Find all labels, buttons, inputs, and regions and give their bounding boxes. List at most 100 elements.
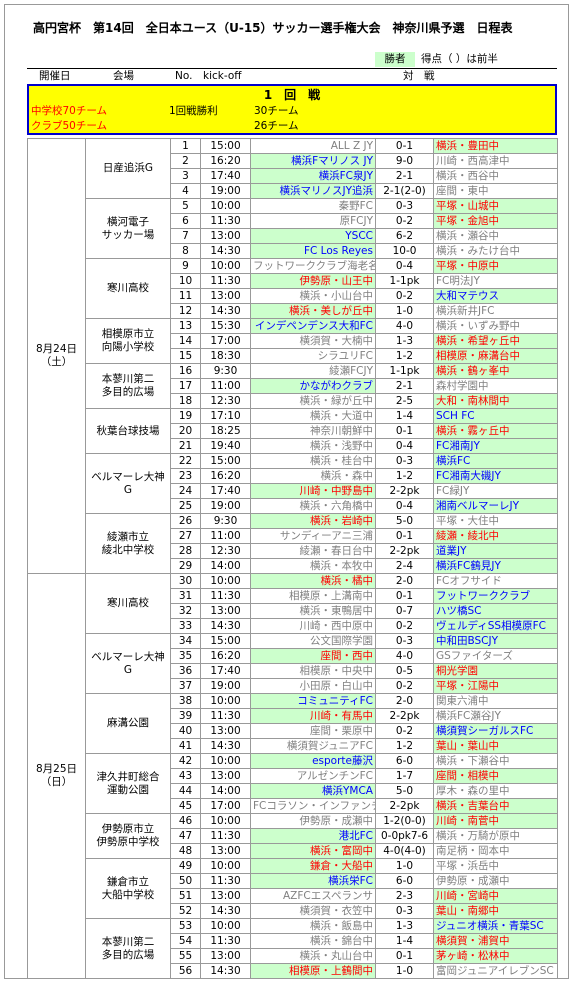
match-row: 6 11:30 原FCJY 0-2 平塚・金旭中	[28, 213, 558, 229]
away-team: 座間・東中	[433, 183, 558, 199]
home-team: 相模原・上鶴間中	[250, 963, 376, 979]
match-row: 2 16:20 横浜Fマリノス JY 9-0 川崎・西高津中	[28, 153, 558, 169]
venue-cell: 津久井町総合 運動公園	[85, 753, 171, 814]
col-match: 対 戦	[403, 70, 435, 82]
score: 1-7	[375, 768, 434, 784]
score: 0-2	[375, 723, 434, 739]
match-no: 42	[170, 753, 201, 769]
kickoff: 14:30	[200, 303, 251, 319]
away-team: 横須賀・浦賀中	[433, 933, 558, 949]
venue-cell: 本蓼川第二 多目的広場	[85, 918, 171, 979]
home-team: 横浜Fマリノス JY	[250, 153, 376, 169]
kickoff: 15:00	[200, 633, 251, 649]
win-label: 1回戦勝利	[169, 105, 218, 117]
text-line: 伊勢原市立	[101, 823, 155, 835]
match-no: 14	[170, 333, 201, 349]
home-team: 横浜・美しが丘中	[250, 303, 376, 319]
match-no: 48	[170, 843, 201, 859]
home-team: 横浜栄FC	[250, 873, 376, 889]
away-team: 綾瀬・綾北中	[433, 528, 558, 544]
venue-cell: ベルマーレ大神G	[85, 633, 171, 694]
away-team: 中和田BSCJY	[433, 633, 558, 649]
match-no: 9	[170, 258, 201, 274]
match-row: 56 14:30 相模原・上鶴間中 1-0 富岡ジュニアイレブンSC	[28, 963, 558, 979]
home-team: サンディーアニ三浦	[250, 528, 376, 544]
club-winners: 26チーム	[254, 120, 299, 132]
home-team: 綾瀬FCJY	[250, 363, 376, 379]
score: 0-0pk7-6	[375, 828, 434, 844]
kickoff: 17:40	[200, 663, 251, 679]
away-team: 横浜・鶴ヶ峯中	[433, 363, 558, 379]
away-team: 平塚・中原中	[433, 258, 558, 274]
kickoff: 10:00	[200, 858, 251, 874]
kickoff: 11:30	[200, 933, 251, 949]
kickoff: 14:30	[200, 243, 251, 259]
text-line: 寒川高校	[107, 282, 149, 294]
score: 2-2pk	[375, 798, 434, 814]
match-no: 38	[170, 693, 201, 709]
match-no: 34	[170, 633, 201, 649]
home-team: 川崎・中野島中	[250, 483, 376, 499]
score: 1-4	[375, 408, 434, 424]
kickoff: 19:00	[200, 498, 251, 514]
kickoff: 11:30	[200, 828, 251, 844]
round-box: 1 回 戦 中学校70チーム 1回戦勝利 30チーム クラブ50チーム 26チー…	[27, 84, 557, 135]
kickoff: 11:00	[200, 528, 251, 544]
kickoff: 14:00	[200, 783, 251, 799]
match-no: 11	[170, 288, 201, 304]
home-team: AZFCエスペランサ	[250, 888, 376, 904]
match-row: 11 13:00 横浜・小山台中 0-2 大和マテウス	[28, 288, 558, 304]
kickoff: 14:00	[200, 558, 251, 574]
away-team: 横浜FC鶴見JY	[433, 558, 558, 574]
kickoff: 13:00	[200, 288, 251, 304]
venue-cell: 伊勢原市立 伊勢原中学校	[85, 813, 171, 859]
away-team: ハツ橋SC	[433, 603, 558, 619]
match-no: 22	[170, 453, 201, 469]
text-line: 本蓼川第二	[101, 935, 155, 948]
match-no: 17	[170, 378, 201, 394]
away-team: 平塚・大住中	[433, 513, 558, 529]
text-line: （土）	[40, 356, 73, 368]
text-line: ベルマーレ大神G	[91, 650, 165, 676]
match-no: 43	[170, 768, 201, 784]
away-team: GSファイターズ	[433, 648, 558, 664]
score: 1-2	[375, 348, 434, 364]
club-teams: クラブ50チーム	[31, 120, 108, 132]
text-line: 8月25日	[35, 763, 78, 775]
match-row: 4 19:00 横浜マリノスJY追浜 2-1(2-0) 座間・東中	[28, 183, 558, 199]
score: 2-2pk	[375, 483, 434, 499]
text-line: 多目的広場	[101, 386, 155, 398]
score: 5-0	[375, 783, 434, 799]
match-no: 5	[170, 198, 201, 214]
match-no: 39	[170, 708, 201, 724]
score: 2-2pk	[375, 543, 434, 559]
home-team: 原FCJY	[250, 213, 376, 229]
score: 2-0	[375, 573, 434, 589]
score: 1-1pk	[375, 273, 434, 289]
away-team: 大和・南林間中	[433, 393, 558, 409]
match-row: 55 13:00 横浜・丸山台中 0-1 茅ヶ崎・松林中	[28, 948, 558, 964]
match-row: 47 11:30 港北FC 0-0pk7-6 横浜・万騎が原中	[28, 828, 558, 844]
away-team: FCオフサイド	[433, 573, 558, 589]
venue-cell: 本蓼川第二 多目的広場	[85, 363, 171, 409]
score: 5-0	[375, 513, 434, 529]
school-winners: 30チーム	[254, 105, 299, 117]
score: 1-0	[375, 858, 434, 874]
score: 0-4	[375, 498, 434, 514]
home-team: FC Los Reyes	[250, 243, 376, 259]
text-line: 横河電子	[107, 215, 149, 228]
away-team: 森村学園中	[433, 378, 558, 394]
score: 2-2pk	[375, 708, 434, 724]
kickoff: 17:40	[200, 483, 251, 499]
away-team: 道業JY	[433, 543, 558, 559]
match-row: ベルマーレ大神G 22 15:00 横浜・桂台中 0-3 横浜FC	[28, 453, 558, 514]
venue-cell: 日産追浜G	[85, 138, 171, 199]
away-team: フットワーククラブ	[433, 588, 558, 604]
kickoff: 10:00	[200, 693, 251, 709]
score: 1-4	[375, 933, 434, 949]
match-no: 2	[170, 153, 201, 169]
away-team: 横浜・吉葉台中	[433, 798, 558, 814]
text-line: 8月24日	[35, 343, 78, 355]
kickoff: 10:00	[200, 753, 251, 769]
home-team: 横浜・橘中	[250, 573, 376, 589]
